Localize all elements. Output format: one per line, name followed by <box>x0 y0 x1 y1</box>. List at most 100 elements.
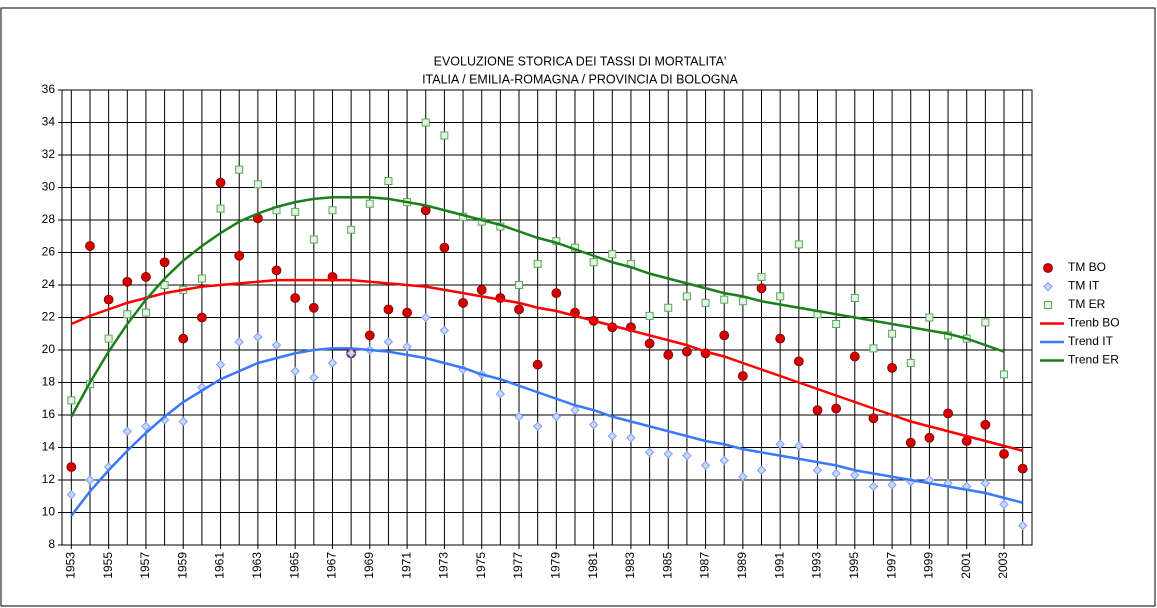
point <box>402 342 412 352</box>
legend-swatch <box>1044 301 1052 309</box>
x-tick-label: 1983 <box>623 552 637 579</box>
x-tick-label: 2003 <box>996 552 1010 579</box>
point <box>888 329 897 338</box>
point <box>308 302 319 313</box>
x-tick-label: 1967 <box>325 552 339 579</box>
point <box>160 281 169 289</box>
point <box>756 283 767 294</box>
point <box>645 311 654 320</box>
point <box>756 465 767 475</box>
point <box>123 310 132 319</box>
y-tick-label: 16 <box>42 407 56 421</box>
point <box>290 366 300 376</box>
point <box>849 351 860 362</box>
point <box>794 441 804 451</box>
x-tick-label: 1979 <box>548 552 562 579</box>
point <box>626 433 636 443</box>
legend-swatch <box>1043 281 1053 292</box>
point <box>122 276 133 287</box>
x-tick-label: 1987 <box>698 552 712 579</box>
trend-line <box>70 278 1023 452</box>
point <box>775 439 785 449</box>
point <box>738 297 747 306</box>
point <box>365 199 374 208</box>
legend-label: Trend ER <box>1068 353 1119 367</box>
point <box>701 298 710 307</box>
y-tick-label: 34 <box>42 115 56 129</box>
point <box>924 432 935 443</box>
point <box>515 281 524 289</box>
point <box>141 308 150 317</box>
point <box>738 472 748 482</box>
point <box>887 480 897 490</box>
point <box>476 284 487 295</box>
point <box>999 449 1009 459</box>
x-tick-label: 1989 <box>735 552 749 579</box>
point <box>868 481 879 492</box>
point <box>1017 520 1028 531</box>
point <box>215 177 226 188</box>
x-tick-label: 1985 <box>660 552 674 579</box>
point <box>347 225 356 234</box>
point <box>905 437 916 448</box>
point <box>253 332 263 342</box>
point <box>159 257 170 268</box>
point <box>384 177 393 185</box>
point <box>141 421 151 432</box>
point <box>644 447 655 458</box>
legend-label: Trenb BO <box>1068 316 1120 330</box>
x-tick-label: 1995 <box>847 552 861 579</box>
trend-line <box>70 347 1023 517</box>
x-tick-label: 1981 <box>586 552 600 579</box>
point <box>103 294 114 305</box>
point <box>869 344 878 353</box>
point <box>588 420 599 430</box>
x-tick-label: 1997 <box>884 552 898 579</box>
point <box>271 340 282 350</box>
point <box>421 312 431 323</box>
point <box>794 240 803 249</box>
trend-line <box>70 196 1005 418</box>
x-tick-label: 1969 <box>362 552 376 579</box>
point <box>215 359 226 370</box>
x-tick-label: 1993 <box>810 552 824 579</box>
point <box>850 294 859 302</box>
point <box>943 408 953 419</box>
point <box>925 313 934 322</box>
point <box>122 426 132 436</box>
point <box>253 180 262 189</box>
point <box>104 334 113 343</box>
point <box>700 460 711 471</box>
point <box>383 304 394 315</box>
point <box>868 413 879 424</box>
point <box>887 362 897 373</box>
point <box>981 318 990 327</box>
point <box>402 307 412 318</box>
chart-title: EVOLUZIONE STORICA DEI TASSI DI MORTALIT… <box>434 54 727 68</box>
x-tick-label: 1965 <box>287 552 301 579</box>
x-tick-label: 1975 <box>474 552 488 579</box>
chart-subtitle: ITALIA / EMILIA-ROMAGNA / PROVINCIA DI B… <box>422 72 738 86</box>
point <box>682 346 692 357</box>
point <box>776 292 785 301</box>
x-tick-label: 1991 <box>772 552 786 579</box>
point <box>383 337 394 347</box>
y-tick-label: 28 <box>42 212 56 226</box>
point <box>1017 463 1028 474</box>
point <box>589 258 598 267</box>
point <box>514 411 524 422</box>
x-tick-label: 1999 <box>922 552 936 579</box>
x-tick-label: 1957 <box>138 552 152 579</box>
point <box>832 320 841 328</box>
point <box>421 118 430 127</box>
point <box>309 372 319 383</box>
legend-label: TM ER <box>1068 297 1106 311</box>
point <box>757 272 766 281</box>
point <box>234 250 245 261</box>
point <box>608 250 617 259</box>
point <box>719 455 729 466</box>
y-tick-label: 24 <box>42 277 56 291</box>
point <box>291 207 300 216</box>
point <box>737 371 748 381</box>
point <box>607 431 617 441</box>
